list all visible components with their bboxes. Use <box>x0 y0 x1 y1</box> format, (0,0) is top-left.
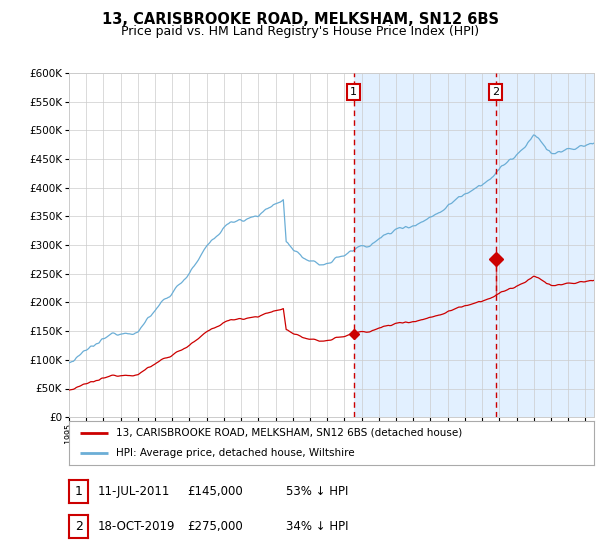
Bar <box>353 73 594 417</box>
Text: 18-OCT-2019: 18-OCT-2019 <box>97 520 175 533</box>
Text: £145,000: £145,000 <box>187 485 243 498</box>
Text: Price paid vs. HM Land Registry's House Price Index (HPI): Price paid vs. HM Land Registry's House … <box>121 25 479 38</box>
Text: 1: 1 <box>350 87 357 97</box>
Text: 1: 1 <box>74 485 83 498</box>
Text: 34% ↓ HPI: 34% ↓ HPI <box>286 520 349 533</box>
Text: 13, CARISBROOKE ROAD, MELKSHAM, SN12 6BS (detached house): 13, CARISBROOKE ROAD, MELKSHAM, SN12 6BS… <box>116 428 463 438</box>
Text: £275,000: £275,000 <box>187 520 243 533</box>
Text: 11-JUL-2011: 11-JUL-2011 <box>97 485 170 498</box>
Text: 2: 2 <box>74 520 83 533</box>
Text: HPI: Average price, detached house, Wiltshire: HPI: Average price, detached house, Wilt… <box>116 448 355 458</box>
Text: 53% ↓ HPI: 53% ↓ HPI <box>286 485 349 498</box>
Text: 13, CARISBROOKE ROAD, MELKSHAM, SN12 6BS: 13, CARISBROOKE ROAD, MELKSHAM, SN12 6BS <box>101 12 499 27</box>
Text: 2: 2 <box>492 87 499 97</box>
